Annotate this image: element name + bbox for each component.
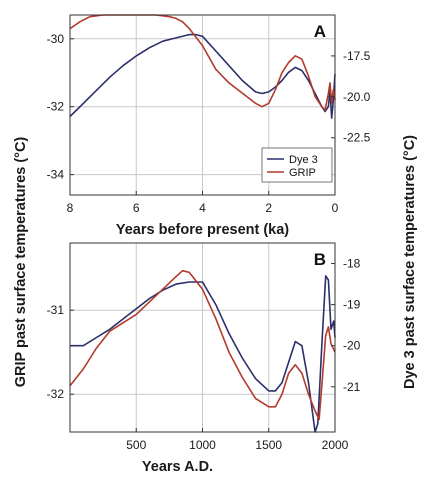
- x-tick-label: 6: [133, 201, 140, 215]
- series-line-dye-3: [69, 33, 336, 119]
- y-right-tick-label: -21: [343, 380, 361, 394]
- panel-label: B: [314, 250, 326, 269]
- panel-b: 500 1000 1500 2000 -31 -32 -18 -19 -20 -21 Years A…: [47, 242, 361, 475]
- x-axis-label: Years A.D.: [142, 459, 213, 475]
- y-right-tick-label: -19: [343, 298, 361, 312]
- x-tick-label: 1000: [189, 438, 216, 452]
- y-left-tick-label: -30: [47, 32, 65, 46]
- y-right-tick-label: -18: [343, 257, 361, 271]
- x-tick-label: 1500: [255, 438, 282, 452]
- left-axis-label: GRIP past surface temperatures (°C): [13, 137, 29, 388]
- y-right-tick-label: -22.5: [343, 131, 371, 145]
- y-left-tick-label: -31: [47, 303, 65, 317]
- series-line-dye-3: [70, 275, 336, 433]
- x-tick-label: 8: [67, 201, 74, 215]
- x-tick-label: 500: [126, 438, 146, 452]
- x-tick-label: 2: [265, 201, 272, 215]
- legend-box: [261, 147, 333, 183]
- panel-a: 8 6 4 2 0 -30 -32 -34 -17.5 -20.0 -22.5 Years befor…: [47, 14, 371, 238]
- legend-entry: Dye 3: [289, 154, 318, 166]
- y-left-tick-label: -34: [47, 168, 65, 182]
- y-right-tick-label: -17.5: [343, 49, 371, 63]
- x-axis-label: Years before present (ka): [116, 222, 289, 238]
- series-line-grip: [69, 269, 336, 421]
- y-left-tick-label: -32: [47, 100, 65, 114]
- legend-entry: GRIP: [289, 167, 316, 179]
- right-axis-label: Dye 3 past surface temperatures (°C): [402, 135, 418, 389]
- y-right-tick-label: -20.0: [343, 90, 371, 104]
- y-left-tick-label: -32: [47, 387, 65, 401]
- x-tick-label: 0: [332, 201, 339, 215]
- y-right-tick-label: -20: [343, 339, 361, 353]
- x-tick-label: 2000: [322, 438, 349, 452]
- panel-label: A: [314, 22, 326, 41]
- x-tick-label: 4: [199, 201, 206, 215]
